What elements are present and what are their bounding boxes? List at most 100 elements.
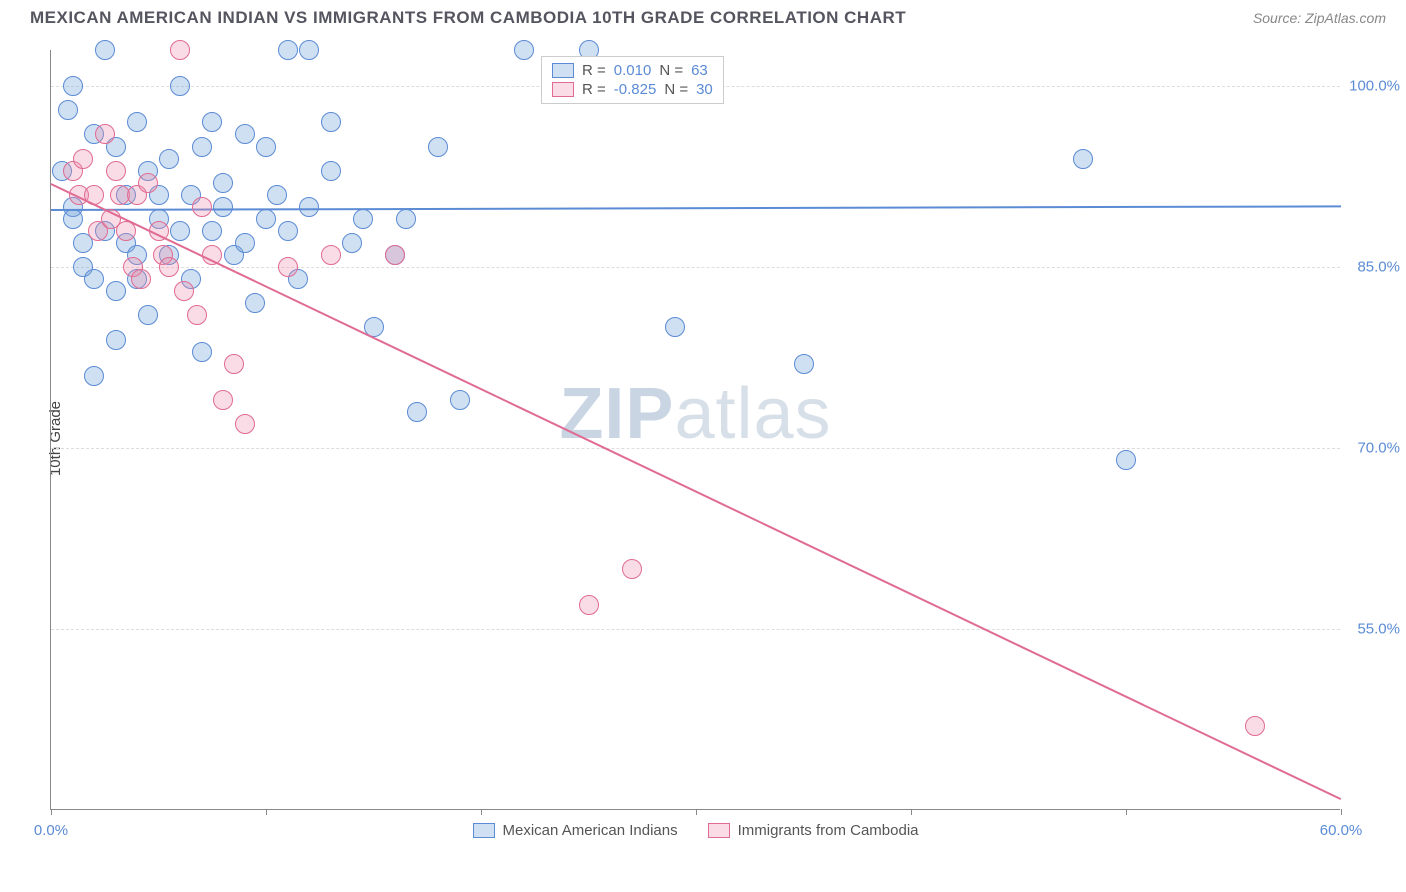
data-point bbox=[170, 40, 190, 60]
gridline bbox=[51, 267, 1340, 268]
data-point bbox=[106, 281, 126, 301]
x-tick bbox=[911, 809, 912, 815]
data-point bbox=[256, 209, 276, 229]
scatter-chart: ZIPatlas 55.0%70.0%85.0%100.0%0.0%60.0%R… bbox=[50, 50, 1340, 810]
data-point bbox=[450, 390, 470, 410]
data-point bbox=[1073, 149, 1093, 169]
data-point bbox=[58, 100, 78, 120]
data-point bbox=[170, 221, 190, 241]
x-tick bbox=[266, 809, 267, 815]
legend-swatch bbox=[552, 63, 574, 78]
chart-title: MEXICAN AMERICAN INDIAN VS IMMIGRANTS FR… bbox=[30, 8, 906, 28]
trend-line bbox=[51, 183, 1342, 800]
data-point bbox=[396, 209, 416, 229]
data-point bbox=[187, 305, 207, 325]
data-point bbox=[170, 76, 190, 96]
data-point bbox=[407, 402, 427, 422]
data-point bbox=[213, 197, 233, 217]
data-point bbox=[514, 40, 534, 60]
legend-row: R =-0.825N =30 bbox=[552, 80, 713, 99]
data-point bbox=[192, 137, 212, 157]
data-point bbox=[73, 149, 93, 169]
data-point bbox=[342, 233, 362, 253]
data-point bbox=[174, 281, 194, 301]
x-tick bbox=[51, 809, 52, 815]
data-point bbox=[278, 257, 298, 277]
data-point bbox=[159, 149, 179, 169]
correlation-legend: R =0.010N =63R =-0.825N =30 bbox=[541, 56, 724, 104]
data-point bbox=[245, 293, 265, 313]
data-point bbox=[665, 317, 685, 337]
trend-line bbox=[51, 206, 1341, 212]
gridline bbox=[51, 629, 1340, 630]
legend-row: R =0.010N =63 bbox=[552, 61, 713, 80]
data-point bbox=[192, 197, 212, 217]
legend-item: Immigrants from Cambodia bbox=[708, 822, 919, 839]
x-tick bbox=[1126, 809, 1127, 815]
watermark: ZIPatlas bbox=[559, 373, 831, 455]
data-point bbox=[159, 257, 179, 277]
legend-item: Mexican American Indians bbox=[473, 822, 678, 839]
watermark-bold: ZIP bbox=[559, 374, 674, 454]
legend-swatch bbox=[473, 823, 495, 838]
data-point bbox=[95, 40, 115, 60]
legend-label: Immigrants from Cambodia bbox=[738, 822, 919, 839]
y-tick-label: 85.0% bbox=[1357, 259, 1400, 276]
data-point bbox=[106, 161, 126, 181]
data-point bbox=[213, 390, 233, 410]
x-tick-label: 60.0% bbox=[1320, 822, 1363, 839]
n-value: 63 bbox=[691, 62, 708, 79]
data-point bbox=[138, 173, 158, 193]
series-legend: Mexican American Indians Immigrants from … bbox=[473, 822, 919, 839]
data-point bbox=[202, 221, 222, 241]
data-point bbox=[353, 209, 373, 229]
data-point bbox=[794, 354, 814, 374]
chart-header: MEXICAN AMERICAN INDIAN VS IMMIGRANTS FR… bbox=[0, 0, 1406, 36]
data-point bbox=[267, 185, 287, 205]
data-point bbox=[1116, 450, 1136, 470]
data-point bbox=[299, 40, 319, 60]
y-tick-label: 100.0% bbox=[1349, 78, 1400, 95]
data-point bbox=[63, 76, 83, 96]
x-tick bbox=[481, 809, 482, 815]
data-point bbox=[622, 559, 642, 579]
n-label: N = bbox=[659, 62, 683, 79]
data-point bbox=[278, 221, 298, 241]
x-tick bbox=[696, 809, 697, 815]
source-attribution: Source: ZipAtlas.com bbox=[1253, 10, 1386, 26]
r-value: -0.825 bbox=[614, 81, 657, 98]
r-value: 0.010 bbox=[614, 62, 652, 79]
data-point bbox=[428, 137, 448, 157]
y-tick-label: 70.0% bbox=[1357, 440, 1400, 457]
data-point bbox=[235, 124, 255, 144]
data-point bbox=[321, 161, 341, 181]
data-point bbox=[579, 595, 599, 615]
legend-swatch bbox=[552, 82, 574, 97]
x-tick-label: 0.0% bbox=[34, 822, 68, 839]
x-tick bbox=[1341, 809, 1342, 815]
data-point bbox=[84, 269, 104, 289]
data-point bbox=[127, 112, 147, 132]
legend-label: Mexican American Indians bbox=[503, 822, 678, 839]
legend-swatch bbox=[708, 823, 730, 838]
data-point bbox=[235, 414, 255, 434]
data-point bbox=[213, 173, 233, 193]
y-tick-label: 55.0% bbox=[1357, 621, 1400, 638]
data-point bbox=[95, 124, 115, 144]
data-point bbox=[256, 137, 276, 157]
data-point bbox=[63, 209, 83, 229]
data-point bbox=[235, 233, 255, 253]
data-point bbox=[321, 112, 341, 132]
data-point bbox=[299, 197, 319, 217]
data-point bbox=[138, 305, 158, 325]
data-point bbox=[106, 330, 126, 350]
n-label: N = bbox=[664, 81, 688, 98]
gridline bbox=[51, 448, 1340, 449]
data-point bbox=[224, 354, 244, 374]
n-value: 30 bbox=[696, 81, 713, 98]
data-point bbox=[278, 40, 298, 60]
data-point bbox=[321, 245, 341, 265]
data-point bbox=[385, 245, 405, 265]
data-point bbox=[84, 366, 104, 386]
watermark-light: atlas bbox=[674, 374, 831, 454]
